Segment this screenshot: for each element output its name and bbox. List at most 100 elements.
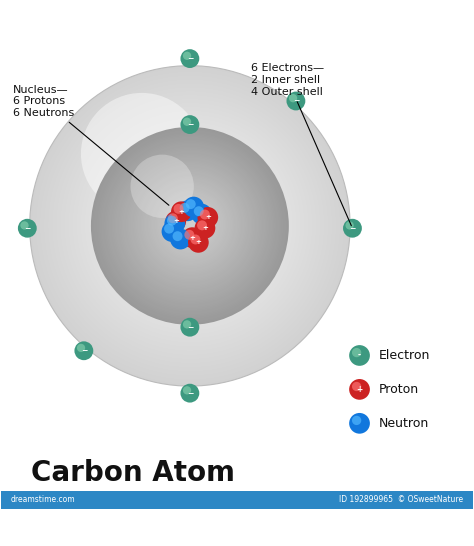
Circle shape	[197, 221, 207, 230]
Circle shape	[159, 192, 224, 257]
Circle shape	[158, 188, 226, 256]
Circle shape	[84, 118, 297, 330]
Circle shape	[176, 206, 208, 238]
Circle shape	[81, 93, 203, 215]
Circle shape	[133, 165, 249, 281]
Circle shape	[129, 161, 254, 285]
Circle shape	[130, 155, 194, 218]
Circle shape	[183, 117, 191, 126]
Circle shape	[77, 344, 85, 352]
Circle shape	[172, 204, 211, 244]
Circle shape	[145, 178, 238, 271]
Text: Proton: Proton	[378, 383, 419, 396]
Circle shape	[99, 132, 283, 316]
Text: +: +	[202, 225, 208, 232]
Circle shape	[152, 185, 231, 264]
Circle shape	[181, 115, 199, 134]
Circle shape	[352, 416, 361, 425]
Circle shape	[136, 167, 247, 279]
Circle shape	[101, 134, 281, 314]
Circle shape	[168, 213, 178, 223]
Circle shape	[91, 124, 291, 324]
Text: -: -	[358, 351, 361, 360]
Circle shape	[82, 116, 299, 333]
Circle shape	[186, 218, 198, 229]
Circle shape	[176, 209, 208, 240]
Circle shape	[165, 211, 186, 232]
Circle shape	[289, 94, 297, 102]
Circle shape	[189, 221, 195, 227]
Circle shape	[183, 215, 201, 232]
Circle shape	[141, 173, 242, 272]
Circle shape	[152, 182, 232, 263]
Circle shape	[42, 78, 338, 373]
Circle shape	[32, 68, 348, 384]
Text: +: +	[189, 235, 195, 241]
Text: +: +	[178, 209, 184, 215]
Circle shape	[120, 155, 261, 296]
Text: Electron: Electron	[378, 349, 430, 362]
Circle shape	[113, 145, 269, 301]
Circle shape	[177, 200, 198, 221]
Circle shape	[178, 207, 206, 235]
Circle shape	[74, 341, 93, 360]
Circle shape	[164, 224, 174, 234]
Circle shape	[111, 144, 271, 304]
Text: +: +	[356, 385, 363, 394]
Text: −: −	[24, 224, 30, 233]
Circle shape	[163, 196, 220, 252]
Circle shape	[147, 179, 236, 266]
Circle shape	[136, 170, 246, 280]
Circle shape	[150, 180, 234, 264]
Circle shape	[149, 182, 234, 267]
Circle shape	[30, 66, 350, 386]
Circle shape	[170, 200, 214, 244]
Circle shape	[70, 104, 310, 345]
Circle shape	[110, 145, 271, 306]
Circle shape	[127, 159, 255, 287]
Text: −: −	[187, 323, 193, 331]
Circle shape	[131, 165, 250, 284]
Circle shape	[194, 206, 204, 216]
Circle shape	[74, 109, 307, 341]
Text: +: +	[173, 218, 179, 224]
Circle shape	[111, 146, 270, 305]
Circle shape	[109, 141, 273, 306]
Circle shape	[154, 184, 230, 260]
Circle shape	[343, 219, 362, 238]
Circle shape	[123, 157, 258, 293]
Circle shape	[162, 194, 221, 254]
Circle shape	[20, 221, 28, 229]
Circle shape	[349, 379, 370, 400]
Circle shape	[68, 103, 312, 347]
Circle shape	[171, 203, 213, 245]
Circle shape	[185, 217, 199, 231]
Circle shape	[346, 221, 354, 229]
Circle shape	[125, 157, 257, 289]
Text: 6 Electrons—
2 Inner shell
4 Outer shell: 6 Electrons— 2 Inner shell 4 Outer shell	[251, 63, 351, 225]
Circle shape	[119, 151, 263, 295]
Circle shape	[349, 345, 370, 366]
Circle shape	[182, 227, 202, 248]
Circle shape	[36, 72, 344, 380]
Circle shape	[180, 210, 204, 234]
Circle shape	[48, 83, 332, 367]
Circle shape	[184, 213, 200, 229]
Circle shape	[46, 81, 334, 370]
Circle shape	[100, 135, 281, 316]
Text: Carbon Atom: Carbon Atom	[31, 459, 235, 487]
Circle shape	[162, 192, 222, 252]
Circle shape	[142, 175, 240, 274]
Circle shape	[167, 216, 177, 225]
Circle shape	[108, 144, 272, 307]
Circle shape	[102, 138, 278, 313]
Circle shape	[182, 214, 202, 234]
Circle shape	[58, 93, 322, 357]
Text: −: −	[349, 224, 356, 233]
Circle shape	[128, 163, 253, 287]
Circle shape	[178, 210, 206, 238]
Circle shape	[180, 203, 190, 213]
Circle shape	[52, 87, 328, 364]
Circle shape	[66, 100, 315, 349]
Circle shape	[98, 134, 282, 318]
